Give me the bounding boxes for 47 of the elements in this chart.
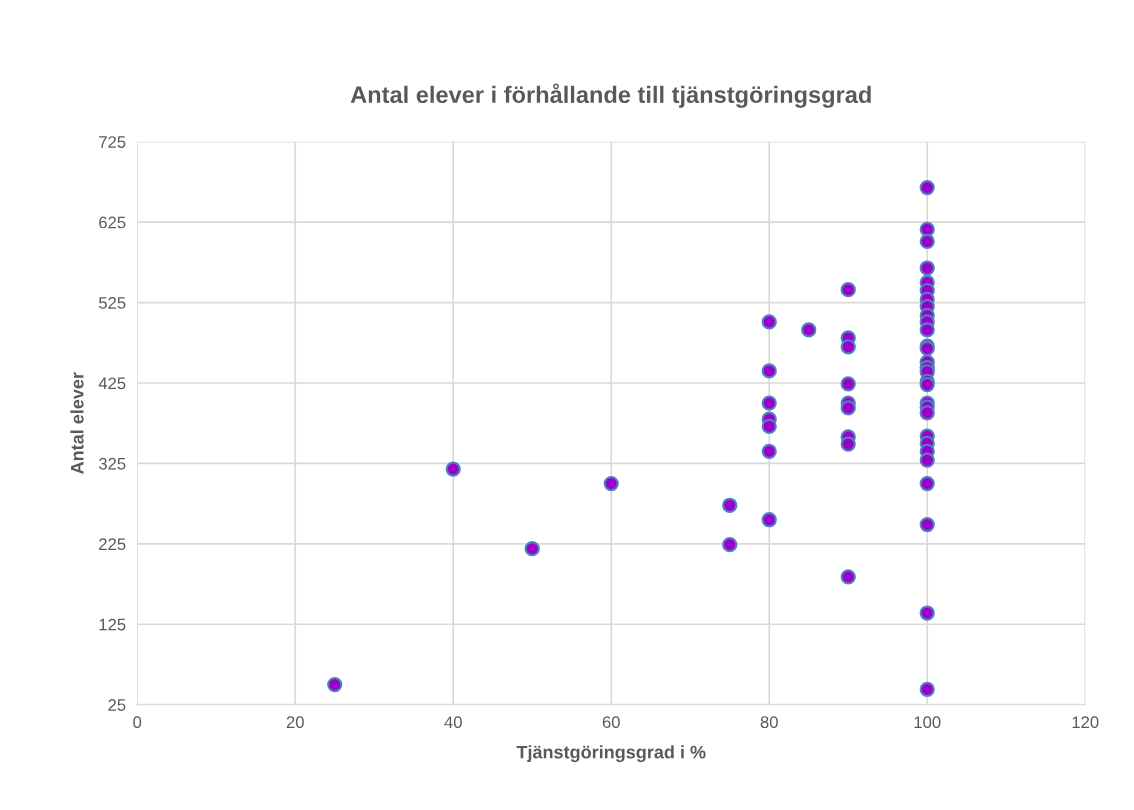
point: [840, 376, 856, 392]
x-tick-label: 100: [914, 716, 941, 729]
point: [840, 436, 856, 452]
y-tick-label: 725: [99, 136, 126, 148]
x-tick-label: 120: [1072, 716, 1099, 729]
chart-title: Antal elever i förhållande till tjänstgöringsgrad: [350, 83, 871, 108]
point: [919, 233, 935, 250]
point: [761, 443, 777, 459]
point: [761, 512, 777, 528]
y-tick-label: 525: [98, 296, 126, 309]
point: [919, 452, 935, 468]
x-tick-label: 40: [444, 716, 462, 729]
point: [761, 418, 777, 435]
y-tick-label: 325: [98, 457, 126, 470]
point: [761, 314, 777, 330]
point: [524, 541, 540, 557]
point: [445, 461, 461, 477]
y-tick-label: 225: [99, 538, 126, 551]
point: [919, 179, 935, 196]
point: [919, 260, 935, 276]
point: [761, 395, 777, 411]
y-tick-label: 625: [99, 216, 126, 229]
point: [840, 282, 856, 298]
point: [919, 405, 935, 421]
point: [919, 681, 935, 698]
y-axis-title: Antal elever: [70, 372, 84, 474]
y-tick-label: 125: [99, 618, 126, 631]
point: [722, 497, 738, 513]
point: [327, 676, 343, 693]
point: [919, 516, 935, 533]
x-tick-label: 60: [602, 716, 620, 729]
x-tick-label: 0: [133, 716, 142, 729]
point: [840, 339, 856, 355]
point: [722, 537, 738, 553]
point: [801, 322, 817, 338]
point: [919, 605, 935, 621]
point: [840, 400, 856, 416]
x-axis-title: Tjänstgöringsgrad i %: [516, 745, 706, 763]
point: [919, 322, 935, 338]
point: [603, 475, 619, 492]
x-tick-label: 80: [760, 716, 778, 729]
y-tick-label: 25: [108, 699, 126, 711]
x-tick-label: 20: [286, 716, 304, 729]
y-tick-label: 425: [98, 377, 126, 390]
point: [761, 363, 777, 379]
point: [840, 569, 856, 585]
point: [919, 475, 935, 492]
